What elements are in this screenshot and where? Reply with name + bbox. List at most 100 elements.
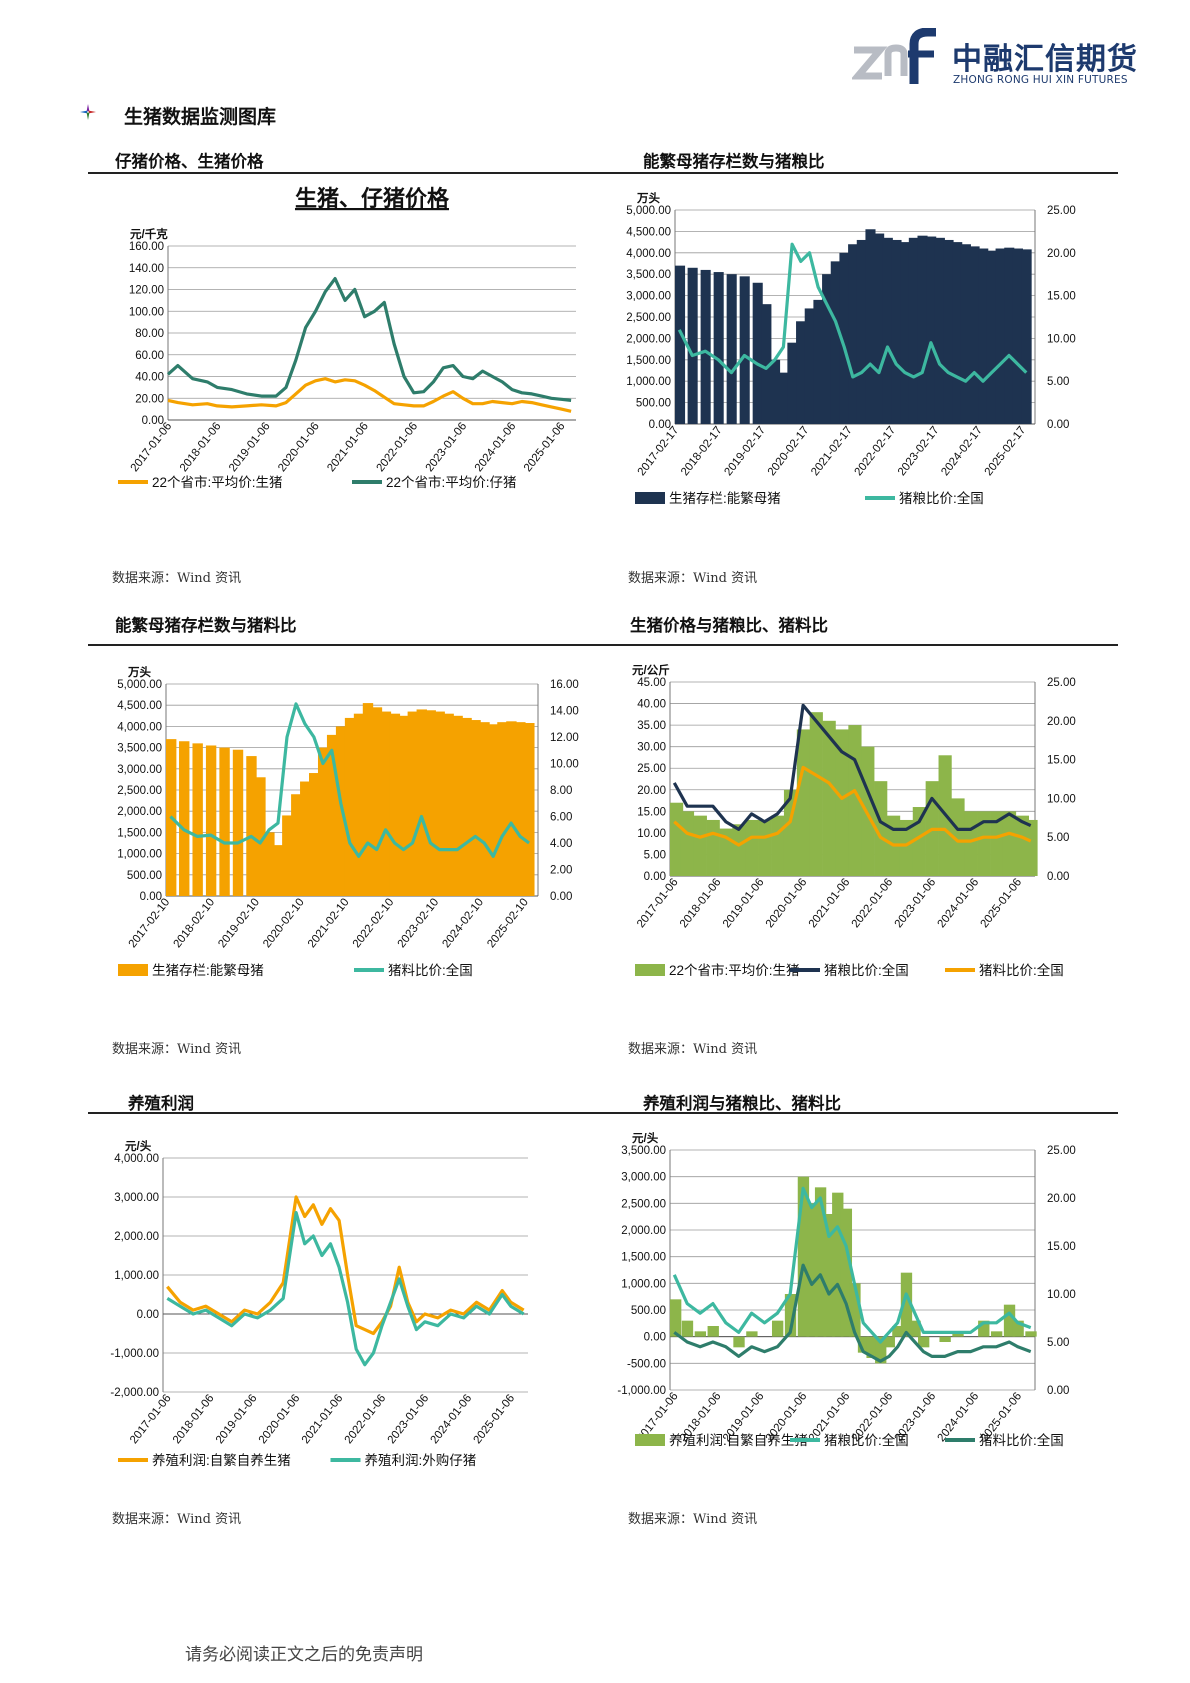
bar [273, 845, 284, 896]
legend-swatch [635, 1434, 665, 1446]
y-tick-label: -2,000.00 [110, 1387, 159, 1399]
y-tick-label: 500.00 [636, 398, 671, 410]
y2-tick-label: 20.00 [1047, 248, 1076, 260]
x-tick-label: 2023-01-06 [386, 1392, 432, 1446]
bar [681, 1320, 694, 1337]
panel-4-title: 生猪价格与猪粮比、猪料比 [630, 616, 828, 635]
x-tick-label: 2020-02-10 [261, 896, 307, 950]
bar [917, 1336, 930, 1348]
x-tick-label: 2017-01-06 [129, 420, 175, 474]
y-tick-label: 3,000.00 [626, 291, 671, 303]
bar [797, 1176, 810, 1337]
bar [1024, 819, 1038, 876]
bar [687, 267, 698, 424]
bar [264, 832, 275, 896]
bar [899, 819, 914, 876]
legend-label: 生猪存栏:能繁母猪 [152, 963, 264, 978]
y-tick-label: 3,500.00 [621, 1145, 666, 1157]
y2-tick-label: 5.00 [1047, 376, 1069, 388]
y-tick-label: 500.00 [631, 1305, 666, 1317]
y-axis-unit: 万头 [127, 665, 151, 679]
legend-label: 养殖利润:自繁自养生猪 [669, 1432, 808, 1448]
x-tick-label: 2019-01-06 [721, 876, 767, 930]
bar [939, 1336, 951, 1342]
y-tick-label: 2,000.00 [114, 1231, 159, 1243]
bar [1025, 1331, 1037, 1337]
bar [434, 711, 445, 896]
legend-label: 猪粮比价:全国 [899, 490, 984, 506]
y-tick-label: 4,500.00 [117, 700, 162, 712]
bar [830, 261, 841, 424]
y-tick-label: 2,500.00 [117, 785, 162, 797]
y-tick-label: 35.00 [637, 720, 666, 732]
legend-label: 猪料比价:全国 [388, 962, 473, 978]
y-tick-label: 5.00 [644, 849, 666, 861]
bar [804, 308, 815, 424]
y-tick-label: 1,000.00 [117, 849, 162, 861]
y-axis-unit: 元/千克 [130, 227, 168, 241]
bar [900, 242, 911, 424]
bar [443, 713, 454, 896]
bar [822, 274, 833, 424]
bar [1012, 248, 1023, 424]
x-tick-label: 2018-01-06 [178, 420, 224, 474]
bar [726, 274, 737, 424]
bar [246, 756, 257, 896]
legend-label: 猪料比价:全国 [979, 1432, 1064, 1448]
y-tick-label: 120.00 [129, 285, 164, 297]
bar [282, 815, 293, 896]
legend-swatch [635, 492, 665, 504]
y-tick-label: 25.00 [637, 763, 666, 775]
bar [952, 242, 963, 424]
legend-label: 养殖利润:自繁自养生猪 [152, 1452, 291, 1468]
x-tick-label: 2020-01-06 [257, 1392, 303, 1446]
y-tick-label: 0.00 [140, 891, 162, 903]
bar [784, 1294, 797, 1337]
bar [874, 233, 885, 424]
y-tick-label: 20.00 [135, 393, 164, 405]
y-tick-label: 3,000.00 [621, 1172, 666, 1184]
series-line [673, 765, 1032, 847]
bar [694, 1331, 707, 1337]
bar [978, 248, 989, 424]
series-line [169, 702, 530, 858]
y-tick-label: 0.00 [644, 871, 666, 883]
x-tick-label: 2022-02-10 [351, 896, 397, 950]
bar [778, 372, 789, 424]
x-tick-label: 2021-01-06 [325, 420, 371, 474]
y-tick-label: 1,500.00 [626, 355, 671, 367]
y-tick-label: 1,500.00 [117, 827, 162, 839]
x-tick-label: 2019-01-06 [214, 1392, 260, 1446]
x-tick-label: 2022-02-17 [853, 424, 899, 478]
bar [883, 1336, 895, 1348]
panel-5-title: 养殖利润 [128, 1094, 194, 1113]
y-tick-label: 10.00 [637, 828, 666, 840]
panel-2-title: 能繁母猪存栏数与猪粮比 [643, 152, 825, 171]
bar [900, 1272, 913, 1337]
chart-profit-and-ratios: -1,000.00 -500.00 0.00 500.00 1,000.00 1,500.… [605, 1120, 1115, 1500]
x-tick-label: 2021-02-10 [306, 896, 352, 950]
bar [917, 235, 928, 424]
x-tick-label: 2019-02-17 [722, 424, 768, 478]
y2-tick-label: 4.00 [550, 838, 572, 850]
chart-breeding-profit: -2,000.00 -1,000.00 0.00 1,000.00 2,000.00 3,… [88, 1120, 598, 1500]
y2-tick-label: 2.00 [550, 865, 572, 877]
y2-tick-label: 0.00 [1047, 1385, 1069, 1397]
bar [1021, 249, 1032, 424]
bar [461, 717, 472, 896]
bar [978, 1320, 990, 1337]
bar [943, 239, 954, 424]
bar [309, 773, 320, 896]
bar [758, 819, 772, 876]
x-tick-label: 2020-01-06 [764, 876, 810, 930]
bar [479, 722, 490, 896]
bar [995, 248, 1006, 424]
y2-tick-label: 25.00 [1047, 205, 1076, 217]
bar [371, 707, 383, 896]
bar [398, 715, 410, 896]
bar [746, 1331, 758, 1337]
bar [909, 1320, 921, 1337]
y2-tick-label: 6.00 [550, 812, 572, 824]
y2-tick-label: 10.00 [1047, 1289, 1076, 1301]
y-tick-label: 1,500.00 [621, 1252, 666, 1264]
